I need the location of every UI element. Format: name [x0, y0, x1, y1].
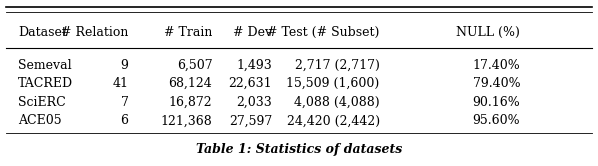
Text: 6,507: 6,507 [176, 59, 212, 72]
Text: 1,493: 1,493 [236, 59, 272, 72]
Text: 6: 6 [121, 114, 129, 127]
Text: 7: 7 [121, 96, 129, 109]
Text: 9: 9 [121, 59, 129, 72]
Text: Dataset: Dataset [18, 26, 67, 39]
Text: 22,631: 22,631 [228, 77, 272, 90]
Text: 15,509 (1,600): 15,509 (1,600) [286, 77, 380, 90]
Text: ACE05: ACE05 [18, 114, 62, 127]
Text: # Dev: # Dev [233, 26, 272, 39]
Text: NULL (%): NULL (%) [456, 26, 520, 39]
Text: 24,420 (2,442): 24,420 (2,442) [286, 114, 380, 127]
Text: 90.16%: 90.16% [472, 96, 520, 109]
Text: # Relation: # Relation [61, 26, 129, 39]
Text: SciERC: SciERC [18, 96, 66, 109]
Text: 27,597: 27,597 [229, 114, 272, 127]
Text: # Train: # Train [164, 26, 212, 39]
Text: 68,124: 68,124 [169, 77, 212, 90]
Text: 79.40%: 79.40% [472, 77, 520, 90]
Text: 16,872: 16,872 [169, 96, 212, 109]
Text: TACRED: TACRED [18, 77, 73, 90]
Text: 2,717 (2,717): 2,717 (2,717) [295, 59, 380, 72]
Text: Table 1: Statistics of datasets: Table 1: Statistics of datasets [196, 143, 402, 156]
Text: 2,033: 2,033 [236, 96, 272, 109]
Text: Semeval: Semeval [18, 59, 72, 72]
Text: 17.40%: 17.40% [472, 59, 520, 72]
Text: 41: 41 [112, 77, 129, 90]
Text: 4,088 (4,088): 4,088 (4,088) [294, 96, 380, 109]
Text: # Test (# Subset): # Test (# Subset) [267, 26, 380, 39]
Text: 95.60%: 95.60% [472, 114, 520, 127]
Text: 121,368: 121,368 [160, 114, 212, 127]
